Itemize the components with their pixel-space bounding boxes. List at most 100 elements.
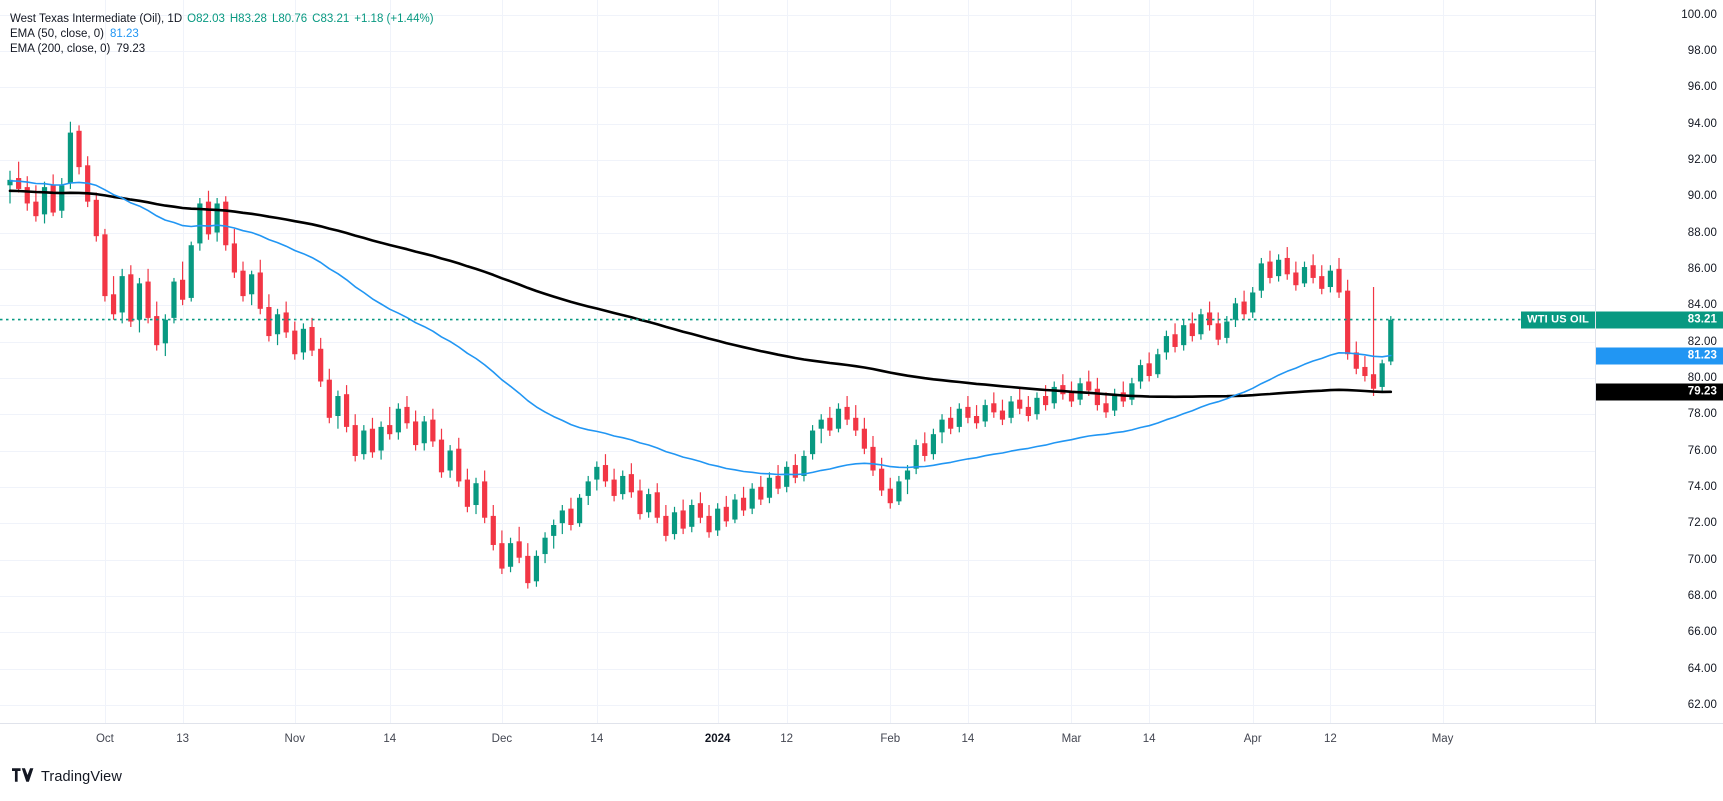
candle-body (1129, 383, 1135, 400)
candle-body (1206, 312, 1213, 326)
candle-body (922, 443, 928, 456)
candle-body (1103, 403, 1109, 413)
candle-body (576, 497, 583, 524)
candle-body (1284, 257, 1290, 275)
candle-body (792, 465, 798, 478)
chart-plot-area[interactable] (0, 0, 1595, 723)
gridline-horizontal (0, 523, 1595, 524)
candle-body (67, 132, 74, 184)
gridline-vertical (968, 0, 969, 723)
candle-body (300, 328, 307, 353)
legend-symbol-row[interactable]: West Texas Intermediate (Oil), 1D O82.03… (10, 12, 434, 27)
legend-ema50-row[interactable]: EMA (50, close, 0) 81.23 (10, 27, 434, 42)
gridline-horizontal (0, 378, 1595, 379)
candle-body (326, 379, 332, 418)
tradingview-logo[interactable]: TradingView (12, 767, 122, 787)
legend-ema200-row[interactable]: EMA (200, close, 0) 79.23 (10, 42, 434, 57)
candle-body (551, 524, 557, 536)
candle-body (240, 270, 246, 297)
time-tick-label: 2024 (704, 733, 731, 745)
time-tick-label: Nov (284, 733, 306, 745)
candle-body (361, 430, 367, 455)
candle-body (956, 408, 962, 427)
price-badge-last: 83.21 (1596, 311, 1723, 329)
gridline-horizontal (0, 451, 1595, 452)
candle-body (41, 187, 48, 215)
ema50-line (9, 180, 1392, 476)
legend-symbol: West Texas Intermediate (Oil), 1D (10, 13, 183, 25)
price-tick-label: 98.00 (1687, 44, 1717, 57)
candle-body (413, 421, 419, 446)
candle-body (715, 508, 721, 531)
candle-body (1112, 394, 1118, 411)
candle-body (438, 439, 445, 473)
candle-body (740, 497, 747, 511)
legend-high: H83.28 (229, 13, 267, 25)
candle-body (490, 515, 496, 545)
gridline-vertical (1253, 0, 1254, 723)
candle-body (171, 281, 177, 318)
candle-body (879, 468, 885, 491)
candle-body (24, 187, 30, 204)
price-tick-label: 66.00 (1687, 626, 1717, 639)
legend-ema200-value: 79.23 (116, 43, 146, 55)
chart-legend: West Texas Intermediate (Oil), 1D O82.03… (10, 12, 434, 57)
candle-body (913, 445, 919, 469)
candle-body (223, 201, 229, 246)
candle-body (1034, 397, 1040, 415)
time-tick-label: 12 (1323, 733, 1337, 745)
candle-body (818, 419, 824, 429)
candle-body (559, 510, 565, 524)
candle-body (93, 199, 99, 237)
candle-body (568, 508, 574, 525)
candle-body (249, 274, 255, 295)
candle-body (1051, 386, 1057, 404)
candle-body (214, 203, 220, 233)
candle-body (904, 470, 911, 480)
gridline-vertical (890, 0, 891, 723)
candle-body (1068, 392, 1075, 402)
time-axis[interactable]: Oct 13 Nov 14 Dec 14 2024 12 Feb 14 Mar 14 Apr 12 May (0, 723, 1723, 754)
candle-body (1094, 388, 1100, 406)
price-tag-symbol-label: WTI US OIL (1521, 311, 1595, 329)
candle-body (887, 488, 893, 504)
time-tick-label: Apr (1243, 733, 1262, 745)
gridline-horizontal (0, 342, 1595, 343)
candle-body (1232, 303, 1239, 320)
candle-body (1319, 276, 1325, 289)
chart-gridlines (0, 0, 1595, 723)
candle-body (525, 555, 531, 584)
candle-body (585, 481, 591, 496)
candle-body (473, 483, 479, 506)
time-tick-label: 14 (961, 733, 975, 745)
candle-body (861, 428, 867, 449)
price-tick-label: 88.00 (1687, 226, 1717, 239)
candle-body (533, 555, 540, 582)
candle-body (456, 448, 462, 482)
candle-body (594, 466, 600, 480)
candle-body (835, 408, 842, 429)
candle-body (1388, 319, 1394, 362)
candle-body (447, 450, 453, 471)
candle-body (1224, 321, 1230, 338)
gridline-vertical (718, 0, 719, 723)
candle-body (1353, 352, 1359, 369)
gridline-horizontal (0, 632, 1595, 633)
candle-body (1327, 270, 1333, 288)
candle-body (948, 417, 954, 429)
candle-body (749, 488, 755, 509)
legend-change: +1.18 (+1.44%) (354, 13, 434, 25)
candle-body (1276, 259, 1282, 277)
gridline-horizontal (0, 124, 1595, 125)
legend-close: C83.21 (312, 13, 350, 25)
gridline-vertical (1330, 0, 1331, 723)
candle-body (369, 428, 376, 453)
candle-body (1017, 399, 1023, 409)
legend-ema200-label: EMA (200, close, 0) (10, 43, 111, 55)
candle-body (292, 330, 298, 355)
price-tick-label: 80.00 (1687, 371, 1717, 384)
candle-body (507, 543, 514, 567)
candle-body (1301, 267, 1308, 284)
price-axis[interactable]: 100.00 98.00 96.00 94.00 92.00 90.00 88.00 86.0… (1595, 0, 1723, 723)
candle-body (766, 477, 773, 498)
